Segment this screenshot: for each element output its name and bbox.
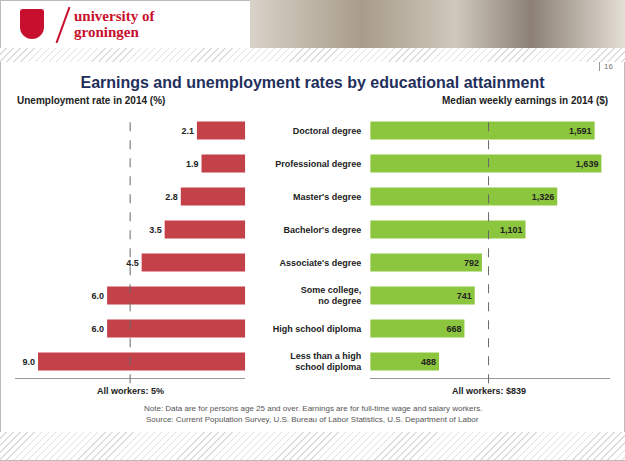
svg-text:High school diploma: High school diploma [273, 324, 362, 334]
svg-text:All workers: $839: All workers: $839 [452, 386, 526, 396]
svg-text:1,101: 1,101 [500, 225, 523, 235]
svg-text:488: 488 [421, 357, 436, 367]
svg-text:Note: Data are for persons age: Note: Data are for persons age 25 and ov… [144, 404, 482, 413]
svg-text:4.5: 4.5 [126, 258, 139, 268]
svg-text:2.1: 2.1 [181, 126, 194, 136]
svg-text:1,326: 1,326 [532, 192, 555, 202]
svg-text:1,639: 1,639 [576, 159, 599, 169]
html-text:university of groningen: university of groningen [74, 8, 155, 40]
svg-text:Earnings and unemployment rate: Earnings and unemployment rates by educa… [80, 74, 545, 91]
svg-text:Less than a highschool diploma: Less than a highschool diploma [290, 351, 362, 373]
svg-text:Professional degree: Professional degree [275, 159, 361, 169]
svg-text:Associate's degree: Associate's degree [280, 258, 362, 268]
svg-text:9.0: 9.0 [23, 357, 36, 367]
svg-text:Bachelor's degree: Bachelor's degree [284, 225, 362, 235]
svg-text:Some college,no degree: Some college,no degree [301, 285, 362, 307]
svg-text:1,591: 1,591 [569, 126, 592, 136]
svg-text:1.9: 1.9 [186, 159, 199, 169]
svg-text:741: 741 [457, 291, 472, 301]
svg-text:668: 668 [446, 324, 461, 334]
svg-text:2.8: 2.8 [165, 192, 178, 202]
svg-text:6.0: 6.0 [92, 291, 105, 301]
svg-text:Source: Current Population Sur: Source: Current Population Survey, U.S. … [146, 415, 479, 424]
svg-text:Master's degree: Master's degree [293, 192, 361, 202]
svg-text:Doctoral degree: Doctoral degree [293, 126, 362, 136]
svg-text:Unemployment rate in 2014 (%): Unemployment rate in 2014 (%) [17, 95, 165, 106]
svg-text:All workers: 5%: All workers: 5% [97, 386, 164, 396]
svg-text:792: 792 [464, 258, 479, 268]
svg-text:3.5: 3.5 [149, 225, 162, 235]
svg-text:Median weekly earnings in 2014: Median weekly earnings in 2014 ($) [442, 95, 608, 106]
svg-text:6.0: 6.0 [92, 324, 105, 334]
html-text:16: 16 [604, 62, 613, 71]
